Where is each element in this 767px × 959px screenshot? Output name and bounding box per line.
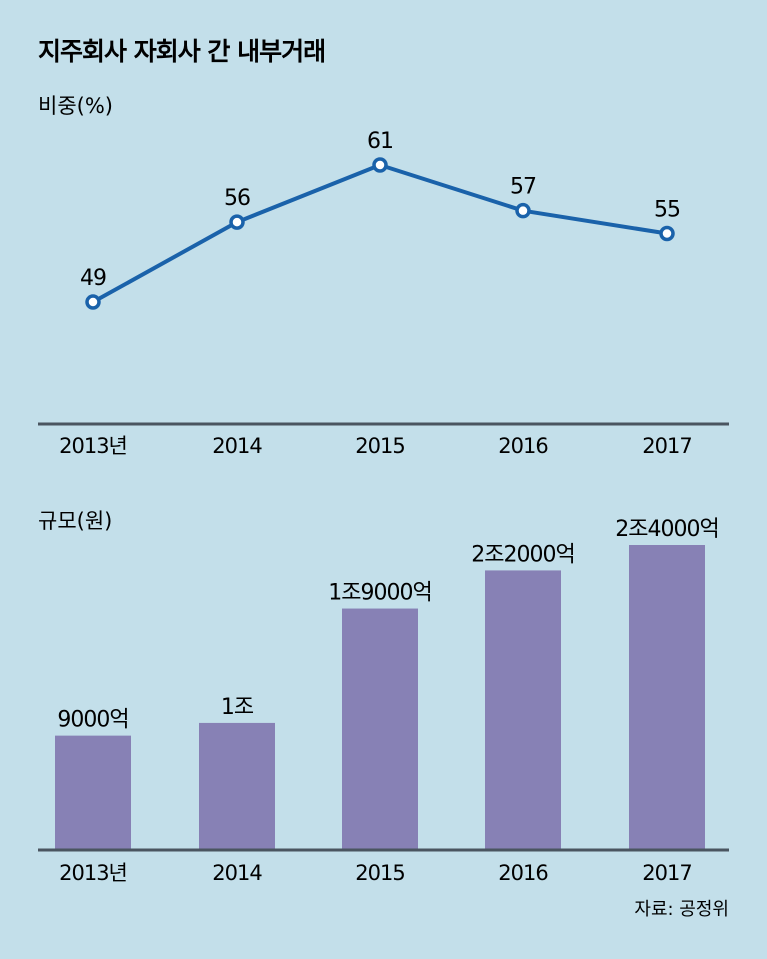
bar-x-tick-label: 2016 — [498, 861, 548, 885]
bar-data-label: 1조 — [221, 695, 254, 720]
bar-x-tick-label: 2015 — [355, 861, 404, 885]
line-x-tick-label: 2013년 — [59, 434, 127, 458]
line-x-tick-label: 2017 — [642, 434, 691, 458]
bar-x-tick-label: 2013년 — [59, 861, 127, 885]
bar — [342, 608, 418, 850]
bar-data-label: 1조9000억 — [328, 581, 431, 606]
bar-data-label: 2조2000억 — [471, 542, 574, 567]
bar-data-label: 9000억 — [57, 708, 128, 733]
line-x-tick-label: 2016 — [498, 434, 548, 458]
bar — [199, 722, 275, 850]
bar-data-label: 2조4000억 — [615, 517, 718, 542]
bar-unit-label: 규모(원) — [38, 509, 112, 533]
line-data-label: 55 — [654, 198, 680, 223]
line-point — [515, 202, 531, 219]
line-data-label: 57 — [510, 175, 536, 200]
line-point — [659, 225, 675, 242]
line-x-tick-label: 2014 — [212, 434, 262, 458]
line-unit-label: 비중(%) — [38, 94, 113, 118]
bar — [485, 570, 561, 850]
line-point — [372, 157, 388, 173]
line-point — [229, 214, 245, 230]
line-series — [92, 163, 668, 304]
line-data-label: 56 — [224, 186, 250, 211]
bar-x-tick-label: 2014 — [212, 861, 262, 885]
bar — [55, 735, 131, 850]
source-note: 자료: 공정위 — [634, 899, 729, 920]
bar-x-tick-label: 2017 — [642, 861, 691, 885]
line-x-tick-label: 2015 — [355, 434, 404, 458]
line-data-label: 49 — [80, 266, 106, 291]
line-chart: 49 56 61 57 55 2013년 2014 2015 2016 2017 — [38, 129, 729, 458]
chart-title: 지주회사 자회사 간 내부거래 — [38, 37, 325, 66]
bar-chart: 9000억 1조 1조9000억 2조2000억 2조4000억 2013년 2014 201… — [38, 517, 729, 885]
line-data-label: 61 — [367, 129, 393, 154]
bar — [629, 545, 705, 850]
line-point — [85, 294, 101, 310]
